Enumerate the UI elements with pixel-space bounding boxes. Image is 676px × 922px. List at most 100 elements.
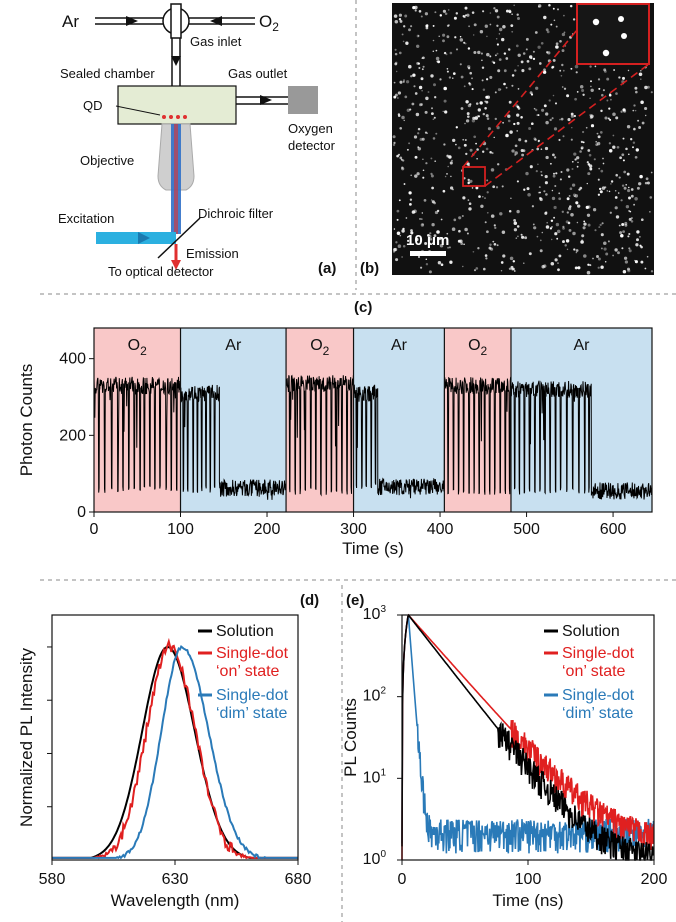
fluorescent-dot [626,267,631,271]
fluorescent-dot [486,211,489,214]
fluorescent-dot [453,16,457,20]
label-gas-inlet: Gas inlet [190,34,242,49]
fluorescent-dot [576,165,579,168]
fluorescent-dot [496,244,499,247]
label-optical-detector: To optical detector [108,264,214,279]
fluorescent-dot [425,258,428,260]
fluorescent-dot [615,173,618,177]
fluorescent-dot [449,51,453,55]
fluorescent-dot [530,57,533,60]
fluorescent-dot [501,230,506,234]
fluorescent-dot [397,244,402,248]
fluorescent-dot [517,107,521,110]
fluorescent-dot [517,65,519,67]
fluorescent-dot [545,28,549,32]
fluorescent-dot [575,266,578,269]
fluorescent-dot [490,168,495,172]
fluorescent-dot [546,30,550,34]
zoom-region-box [462,166,486,187]
fluorescent-dot [571,160,574,163]
fluorescent-dot [582,141,585,144]
fluorescent-dot [622,76,625,80]
fluorescent-dot [451,159,453,162]
fluorescent-dot [558,192,561,195]
fluorescent-dot [430,172,433,176]
fluorescent-dot [489,55,492,58]
fluorescent-dot [475,267,479,270]
legend-label: ‘dim’ state [216,705,288,722]
fluorescent-dot [436,60,439,63]
fluorescent-dot [466,112,470,116]
label-detector: detector [288,138,336,153]
fluorescent-dot [445,53,448,56]
fluorescent-dot [551,196,556,201]
fluorescent-dot [405,41,409,45]
fluorescent-dot [640,218,644,222]
fluorescent-dot [399,234,402,237]
fluorescent-dot [551,65,555,69]
fluorescent-dot [565,239,570,243]
fluorescent-dot [516,180,519,183]
fluorescent-dot [462,265,464,268]
fluorescent-dot [635,243,639,247]
fluorescent-dot [613,69,616,71]
fluorescent-dot [580,147,584,150]
decay-line [401,613,655,861]
fluorescent-dot [428,234,432,239]
fluorescent-dot [473,269,477,272]
fluorescent-dot [423,199,427,202]
fluorescent-dot [635,148,639,152]
fluorescent-dot [554,184,557,188]
fluorescent-dot [467,199,470,201]
fluorescent-dot [646,181,650,185]
fluorescent-dot [576,91,579,93]
fluorescent-dot [566,94,570,98]
fluorescent-dot [607,240,610,243]
fluorescent-dot [523,262,525,264]
fluorescent-dot [615,215,620,219]
fluorescent-dot [442,189,446,193]
fluorescent-dot [532,57,536,61]
fluorescent-dot [413,209,417,214]
fluorescent-dot [424,12,429,16]
fluorescent-dot [450,186,454,190]
fluorescent-dot [636,186,640,190]
fluorescent-dot [485,95,489,99]
panel-label-c: (c) [354,299,372,316]
fluorescent-dot [644,85,648,90]
fluorescent-dot [403,183,406,185]
x-tick-label: 680 [285,871,312,888]
fluorescent-dot [621,247,624,250]
fluorescent-dot [520,148,524,153]
fluorescent-dot [525,37,529,41]
fluorescent-dot [612,112,616,117]
fluorescent-dot [448,155,452,159]
fluorescent-dot [577,204,581,208]
fluorescent-dot [562,69,565,72]
fluorescent-dot [398,199,401,202]
fluorescent-dot [496,43,500,46]
fluorescent-dot [580,140,584,144]
fluorescent-dot [598,187,602,191]
fluorescent-dot [590,124,595,128]
label-dichroic-filter: Dichroic filter [198,206,274,221]
fluorescent-dot [499,212,503,216]
fluorescent-dot [446,173,448,175]
fluorescent-dot [596,132,599,135]
fluorescent-dot [425,263,429,266]
fluorescent-dot [583,222,587,226]
fluorescent-dot [505,9,509,13]
fluorescent-dot [476,158,478,160]
fluorescent-dot [572,231,576,236]
fluorescent-dot [587,163,591,166]
fluorescent-dot [463,15,466,18]
x-tick-label: 600 [600,521,627,538]
fluorescent-dot [514,144,518,148]
fluorescent-dot [556,229,561,234]
fluorescent-dot [492,240,495,243]
fluorescent-dot [560,170,563,174]
fluorescent-dot [650,91,653,94]
fluorescent-dot [467,103,472,108]
fluorescent-dot [621,184,625,187]
fluorescent-dot [409,203,412,206]
